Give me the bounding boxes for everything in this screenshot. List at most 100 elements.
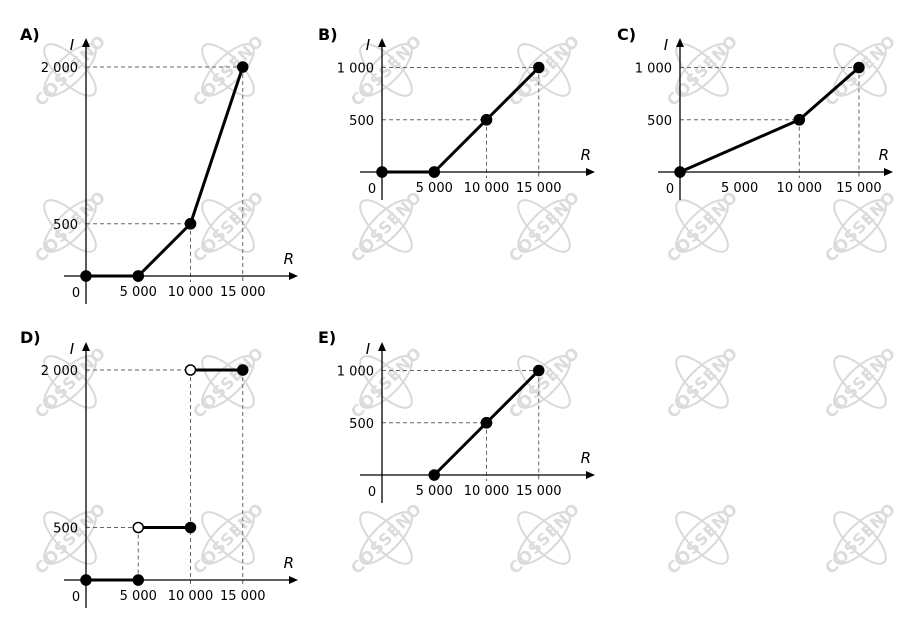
x-tick-label: 10 000 bbox=[777, 181, 823, 196]
closed-point bbox=[80, 270, 92, 282]
watermark-mark: COSSENO bbox=[821, 499, 900, 578]
watermark-text: COSSENO bbox=[663, 499, 742, 578]
x-axis-arrow bbox=[884, 168, 893, 176]
open-point bbox=[184, 364, 197, 376]
watermark-mark: COSSENO bbox=[505, 31, 584, 110]
x-tick-label: 5 000 bbox=[120, 589, 157, 604]
watermark-text: COSSENO bbox=[189, 343, 268, 422]
y-tick-label: 500 bbox=[53, 218, 78, 233]
x-tick-label: 5 000 bbox=[120, 285, 157, 300]
chart-e: E) R I 0 5 000 10 000 15 000 500 1 000 bbox=[318, 328, 595, 503]
data-segment bbox=[432, 118, 488, 174]
origin-label: 0 bbox=[368, 485, 376, 500]
watermark-text: COSSENO bbox=[189, 187, 268, 266]
watermark-text: COSSENO bbox=[347, 499, 426, 578]
watermark-mark: COSSENO bbox=[663, 343, 742, 422]
x-tick-label: 10 000 bbox=[168, 285, 214, 300]
x-axis-arrow bbox=[586, 168, 595, 176]
y-tick-label: 1 000 bbox=[337, 62, 374, 77]
data-segment bbox=[189, 65, 245, 226]
x-tick-label: 10 000 bbox=[464, 181, 510, 196]
origin-label: 0 bbox=[666, 182, 674, 197]
x-axis-label: R bbox=[581, 146, 591, 164]
watermark-text: COSSENO bbox=[821, 499, 900, 578]
closed-point bbox=[132, 270, 144, 282]
data-segment bbox=[485, 369, 541, 425]
closed-point bbox=[480, 417, 493, 429]
x-tick-label: 5 000 bbox=[721, 181, 758, 196]
panel-label: D) bbox=[20, 328, 41, 347]
x-axis-label: R bbox=[581, 449, 591, 467]
open-point bbox=[132, 521, 144, 534]
watermark-text: COSSENO bbox=[31, 499, 110, 578]
watermark-text: COSSENO bbox=[347, 343, 426, 422]
data-segment bbox=[797, 66, 861, 122]
watermark-text: COSSENO bbox=[663, 343, 742, 422]
y-tick-label: 500 bbox=[53, 522, 78, 537]
y-tick-label: 2 000 bbox=[41, 364, 78, 379]
data-segment bbox=[485, 66, 541, 122]
y-tick-label: 500 bbox=[349, 114, 374, 129]
closed-point bbox=[184, 521, 197, 534]
closed-point bbox=[533, 364, 545, 377]
x-tick-label: 15 000 bbox=[220, 589, 266, 604]
chart-b: B) R I 0 5 000 10 000 15 000 500 1 000 bbox=[318, 25, 595, 200]
y-tick-label: 500 bbox=[349, 417, 374, 432]
y-tick-label: 1 000 bbox=[337, 365, 374, 380]
data-segment bbox=[432, 421, 488, 477]
y-axis-label: I bbox=[366, 36, 371, 54]
watermark-text: COSSENO bbox=[505, 499, 584, 578]
y-tick-label: 2 000 bbox=[41, 61, 78, 76]
closed-point bbox=[533, 61, 545, 74]
y-tick-label: 500 bbox=[647, 114, 672, 129]
closed-point bbox=[428, 469, 440, 481]
closed-point bbox=[237, 364, 249, 376]
y-axis-label: I bbox=[664, 36, 669, 54]
panel-label: A) bbox=[20, 25, 40, 44]
data-segment bbox=[678, 118, 801, 174]
x-axis-label: R bbox=[879, 146, 889, 164]
watermark-text: COSSENO bbox=[505, 31, 584, 110]
y-axis-label: I bbox=[366, 340, 371, 358]
y-axis-arrow bbox=[82, 342, 90, 351]
watermark-text: COSSENO bbox=[821, 343, 900, 422]
watermark-mark: COSSENO bbox=[189, 343, 268, 422]
watermark-text: COSSENO bbox=[821, 187, 900, 266]
watermark-mark: COSSENO bbox=[189, 499, 268, 578]
y-axis-arrow bbox=[82, 38, 90, 47]
x-axis-label: R bbox=[284, 554, 294, 572]
y-axis-arrow bbox=[378, 38, 386, 47]
closed-point bbox=[184, 218, 197, 230]
closed-point bbox=[480, 114, 493, 126]
x-tick-label: 5 000 bbox=[416, 181, 453, 196]
origin-label: 0 bbox=[368, 182, 376, 197]
panel-label: B) bbox=[318, 25, 338, 44]
closed-point bbox=[132, 574, 144, 586]
watermark-mark: COSSENO bbox=[505, 343, 584, 422]
watermark-text: COSSENO bbox=[663, 187, 742, 266]
closed-point bbox=[793, 114, 806, 126]
x-tick-label: 15 000 bbox=[220, 285, 266, 300]
watermark-mark: COSSENO bbox=[821, 343, 900, 422]
closed-point bbox=[376, 166, 388, 178]
watermark-text: COSSENO bbox=[505, 187, 584, 266]
x-axis-arrow bbox=[586, 471, 595, 479]
x-tick-label: 15 000 bbox=[516, 484, 562, 499]
watermark-layer: COSSENO COSSENO COSSENO COSSENO COSSENO COSSE… bbox=[31, 31, 900, 578]
chart-a: A) R I 0 5 000 10 000 15 000 500 2 000 bbox=[20, 25, 298, 304]
closed-point bbox=[428, 166, 440, 178]
charts-layer: A) R I 0 5 000 10 000 15 000 500 2 000 B) R I 0 5 000… bbox=[20, 25, 893, 608]
y-axis-label: I bbox=[70, 36, 75, 54]
y-axis-label: I bbox=[70, 340, 75, 358]
closed-point bbox=[237, 61, 249, 73]
x-tick-label: 15 000 bbox=[516, 181, 562, 196]
y-axis-arrow bbox=[676, 38, 684, 47]
x-tick-label: 15 000 bbox=[836, 181, 882, 196]
watermark-text: COSSENO bbox=[505, 343, 584, 422]
watermark-mark: COSSENO bbox=[347, 343, 426, 422]
origin-label: 0 bbox=[72, 286, 80, 301]
watermark-mark: COSSENO bbox=[663, 499, 742, 578]
watermark-text: COSSENO bbox=[189, 499, 268, 578]
panel-label: C) bbox=[617, 25, 636, 44]
